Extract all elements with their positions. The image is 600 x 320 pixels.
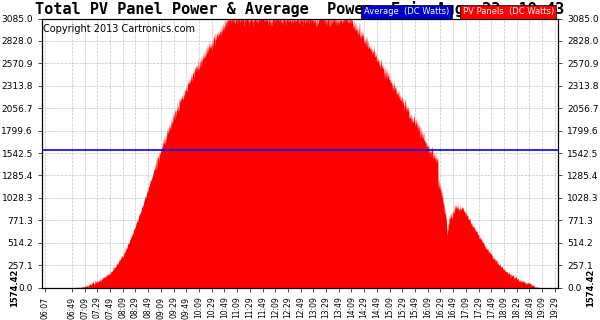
Text: PV Panels  (DC Watts): PV Panels (DC Watts) xyxy=(463,7,554,16)
Text: Average  (DC Watts): Average (DC Watts) xyxy=(364,7,449,16)
Title: Total PV Panel Power & Average  Power  Fri  Aug  23  19:43: Total PV Panel Power & Average Power Fri… xyxy=(35,1,565,17)
Text: 1574.42: 1574.42 xyxy=(10,268,19,307)
Text: 1574.42: 1574.42 xyxy=(586,268,595,307)
Text: Copyright 2013 Cartronics.com: Copyright 2013 Cartronics.com xyxy=(43,24,194,34)
